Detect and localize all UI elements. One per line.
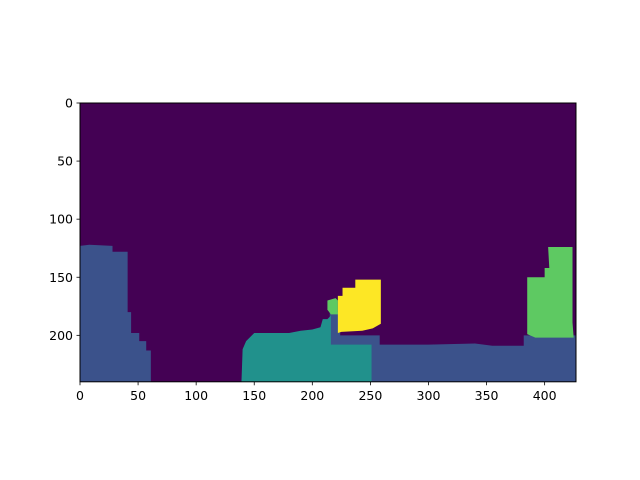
- y-tick-label: 0: [65, 96, 73, 111]
- x-tick-label: 50: [130, 388, 146, 403]
- x-tick-label: 400: [533, 388, 557, 403]
- x-tick-label: 350: [475, 388, 499, 403]
- y-tick-label: 100: [49, 212, 73, 227]
- y-tick-label: 150: [49, 270, 73, 285]
- plot-area: [80, 103, 576, 382]
- x-tick-label: 200: [300, 388, 324, 403]
- y-tick-label: 200: [49, 328, 73, 343]
- x-tick-label: 150: [242, 388, 266, 403]
- axes-frame: [79, 102, 577, 383]
- x-tick-label: 100: [184, 388, 208, 403]
- segment-region-class-4-5: [337, 279, 381, 334]
- x-tick-label: 300: [417, 388, 441, 403]
- y-tick-label: 50: [57, 154, 73, 169]
- segment-region-class-2-2: [241, 315, 372, 382]
- x-tick-label: 250: [358, 388, 382, 403]
- x-tick-label: 0: [76, 388, 84, 403]
- segment-region-class-3-3: [327, 298, 338, 315]
- segment-region-class-3-4: [527, 247, 574, 338]
- y-axis: 0 50 100 150 200: [49, 96, 80, 343]
- x-axis: 0 50 100 150 200 250 300 350 400: [76, 381, 557, 403]
- segment-region-class-1-0: [80, 244, 151, 382]
